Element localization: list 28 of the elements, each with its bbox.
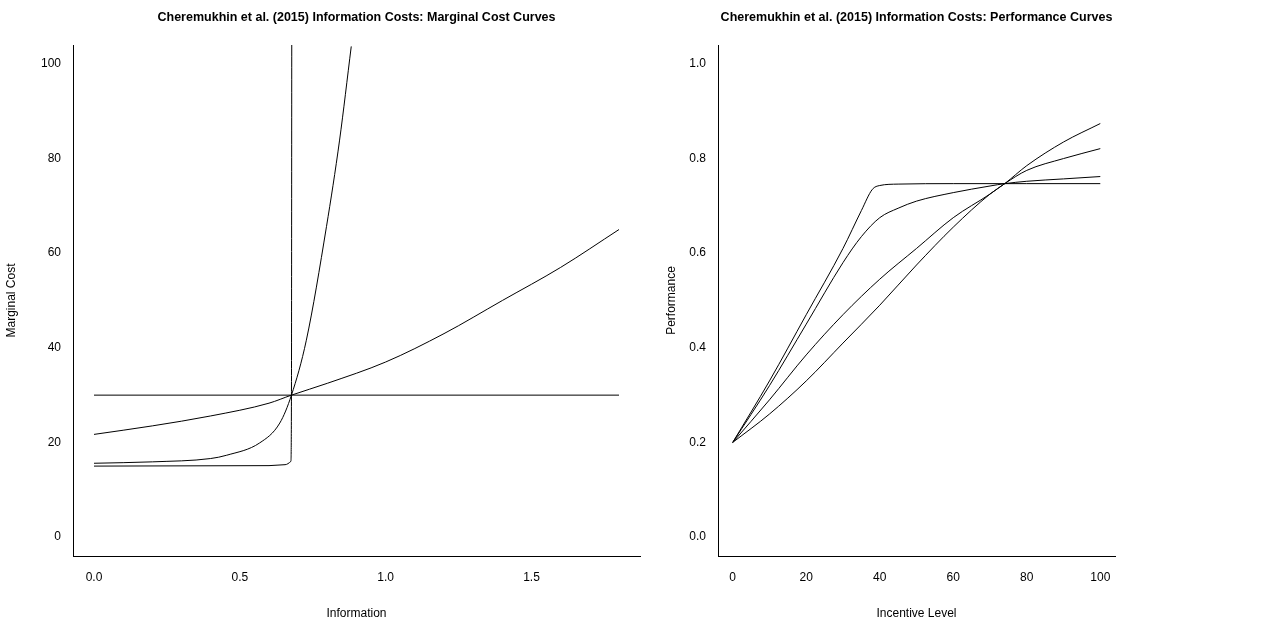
chart-title: Cheremukhin et al. (2015) Information Costs: Performance Curves bbox=[719, 10, 1114, 24]
x-axis-title: Incentive Level bbox=[876, 606, 957, 621]
y-tick-label: 40 bbox=[47, 340, 62, 355]
x-tick-label: 0 bbox=[729, 569, 737, 584]
y-tick-label: 100 bbox=[40, 56, 62, 71]
y-axis-title: Marginal Cost bbox=[3, 262, 18, 338]
y-tick-label: 0.2 bbox=[689, 434, 707, 449]
chart-title: Cheremukhin et al. (2015) Information Costs: Marginal Cost Curves bbox=[156, 10, 557, 24]
y-tick-label: 0.0 bbox=[689, 529, 707, 544]
x-tick-label: 60 bbox=[946, 569, 961, 584]
y-tick-label: 80 bbox=[47, 150, 62, 165]
x-tick-label: 100 bbox=[1090, 569, 1111, 584]
x-tick-label: 1.0 bbox=[377, 569, 395, 584]
x-axis-title: Information bbox=[326, 606, 387, 621]
x-tick-label: 0.5 bbox=[231, 569, 249, 584]
y-tick-label: 0.6 bbox=[689, 245, 707, 260]
y-tick-label: 0 bbox=[54, 529, 62, 544]
y-tick-label: 0.4 bbox=[689, 340, 707, 355]
y-axis-title: Performance bbox=[663, 265, 678, 335]
x-tick-label: 20 bbox=[799, 569, 814, 584]
x-tick-label: 80 bbox=[1020, 569, 1034, 584]
y-tick-label: 0.8 bbox=[689, 150, 707, 165]
x-tick-label: 40 bbox=[873, 569, 887, 584]
x-tick-label: 1.5 bbox=[523, 569, 541, 584]
y-tick-label: 60 bbox=[47, 245, 62, 260]
y-tick-label: 20 bbox=[47, 434, 62, 449]
y-tick-label: 1.0 bbox=[689, 56, 707, 71]
x-tick-label: 0.0 bbox=[85, 569, 103, 584]
